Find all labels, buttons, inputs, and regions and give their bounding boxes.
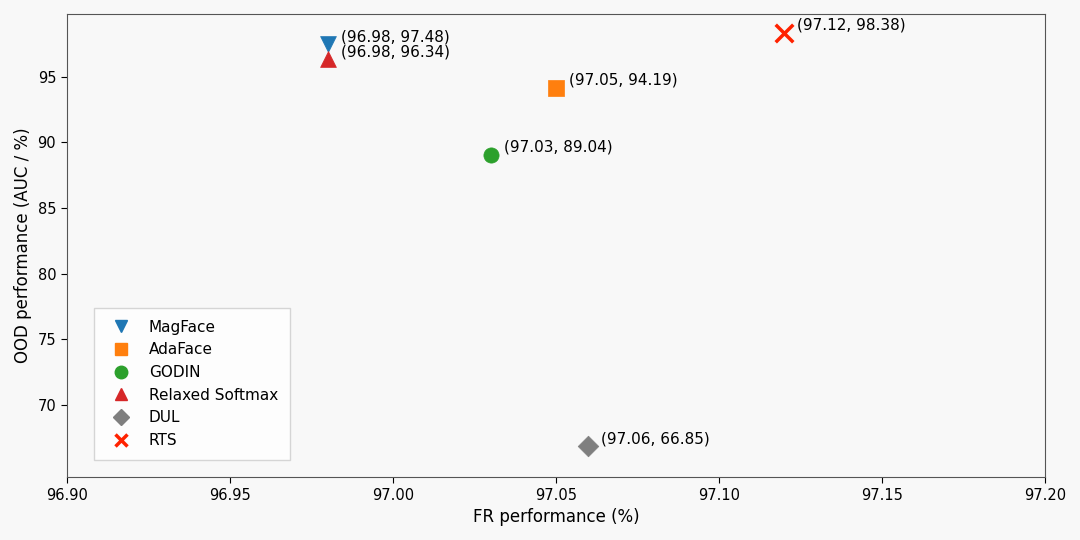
Y-axis label: OOD performance (AUC / %): OOD performance (AUC / %) [14,127,32,363]
Text: (96.98, 96.34): (96.98, 96.34) [340,44,449,59]
Point [548,83,565,92]
X-axis label: FR performance (%): FR performance (%) [473,508,639,526]
Point [580,442,597,450]
Text: (97.06, 66.85): (97.06, 66.85) [602,431,711,446]
Text: (96.98, 97.48): (96.98, 97.48) [340,29,449,44]
Text: (97.05, 94.19): (97.05, 94.19) [569,72,677,87]
Text: (97.12, 98.38): (97.12, 98.38) [797,17,906,32]
Point [319,55,336,64]
Legend: MagFace, AdaFace, GODIN, Relaxed Softmax, DUL, RTS: MagFace, AdaFace, GODIN, Relaxed Softmax… [94,308,291,460]
Text: (97.03, 89.04): (97.03, 89.04) [503,140,612,155]
Point [775,28,793,37]
Point [482,151,499,159]
Point [319,40,336,49]
